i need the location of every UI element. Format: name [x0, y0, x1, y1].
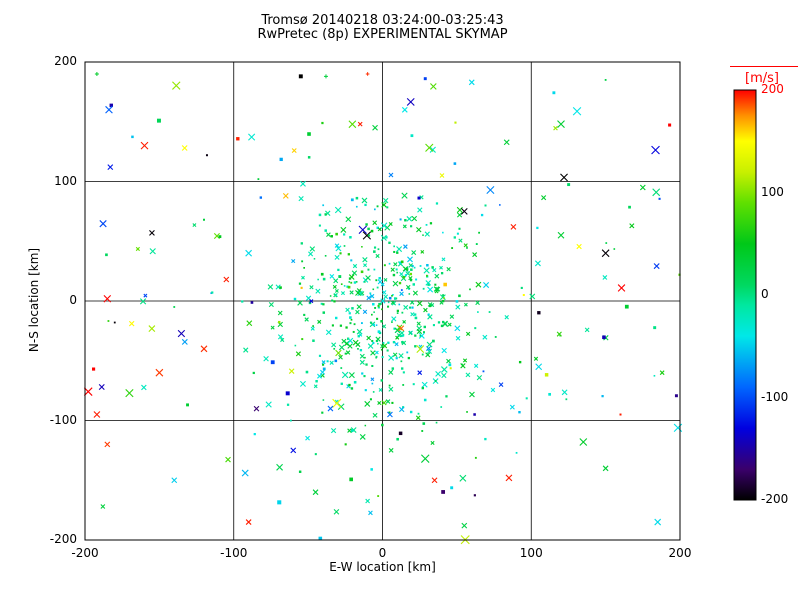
- y-tick-label: -200: [49, 532, 77, 546]
- colorbar-tick-label: -100: [761, 389, 789, 404]
- x-tick-label: -200: [71, 546, 99, 560]
- x-tick-label: 100: [519, 546, 543, 560]
- y-tick-label: 0: [69, 293, 77, 307]
- colorbar-tick-label: 0: [761, 287, 769, 301]
- y-tick-label: -100: [49, 412, 77, 427]
- plot-frame: [84, 61, 681, 541]
- x-tick-label: 200: [668, 546, 692, 560]
- x-tick-label: -100: [220, 546, 248, 560]
- x-tick-label: 0: [378, 546, 387, 560]
- scatter-points: [83, 71, 683, 545]
- colorbar-tick-label: 200: [761, 82, 784, 96]
- colorbar: [733, 89, 757, 501]
- colorbar-title: [m/s]: [745, 71, 779, 86]
- colorbar-tick-label: -200: [761, 492, 789, 506]
- colorbar-top-rule: [730, 66, 798, 67]
- y-tick-label: 100: [54, 173, 77, 188]
- colorbar-tick-label: 100: [761, 184, 784, 199]
- gridlines: [85, 62, 680, 540]
- y-tick-label: 200: [54, 54, 77, 68]
- x-axis-title: E-W location [km]: [329, 560, 436, 574]
- plot-title-line2: RwPretec (8p) EXPERIMENTAL SKYMAP: [257, 27, 508, 42]
- plot-title-line1: Tromsø 20140218 03:24:00-03:25:43: [261, 13, 504, 28]
- y-axis-title: N-S location [km]: [27, 247, 41, 353]
